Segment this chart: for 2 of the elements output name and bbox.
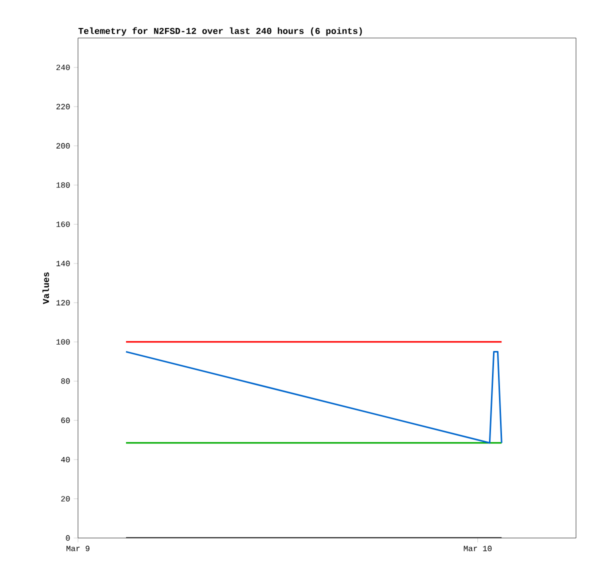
y-axis-title: Values: [42, 272, 50, 304]
chart-title: Telemetry for N2FSD-12 over last 240 hours (6 points): [78, 27, 362, 36]
